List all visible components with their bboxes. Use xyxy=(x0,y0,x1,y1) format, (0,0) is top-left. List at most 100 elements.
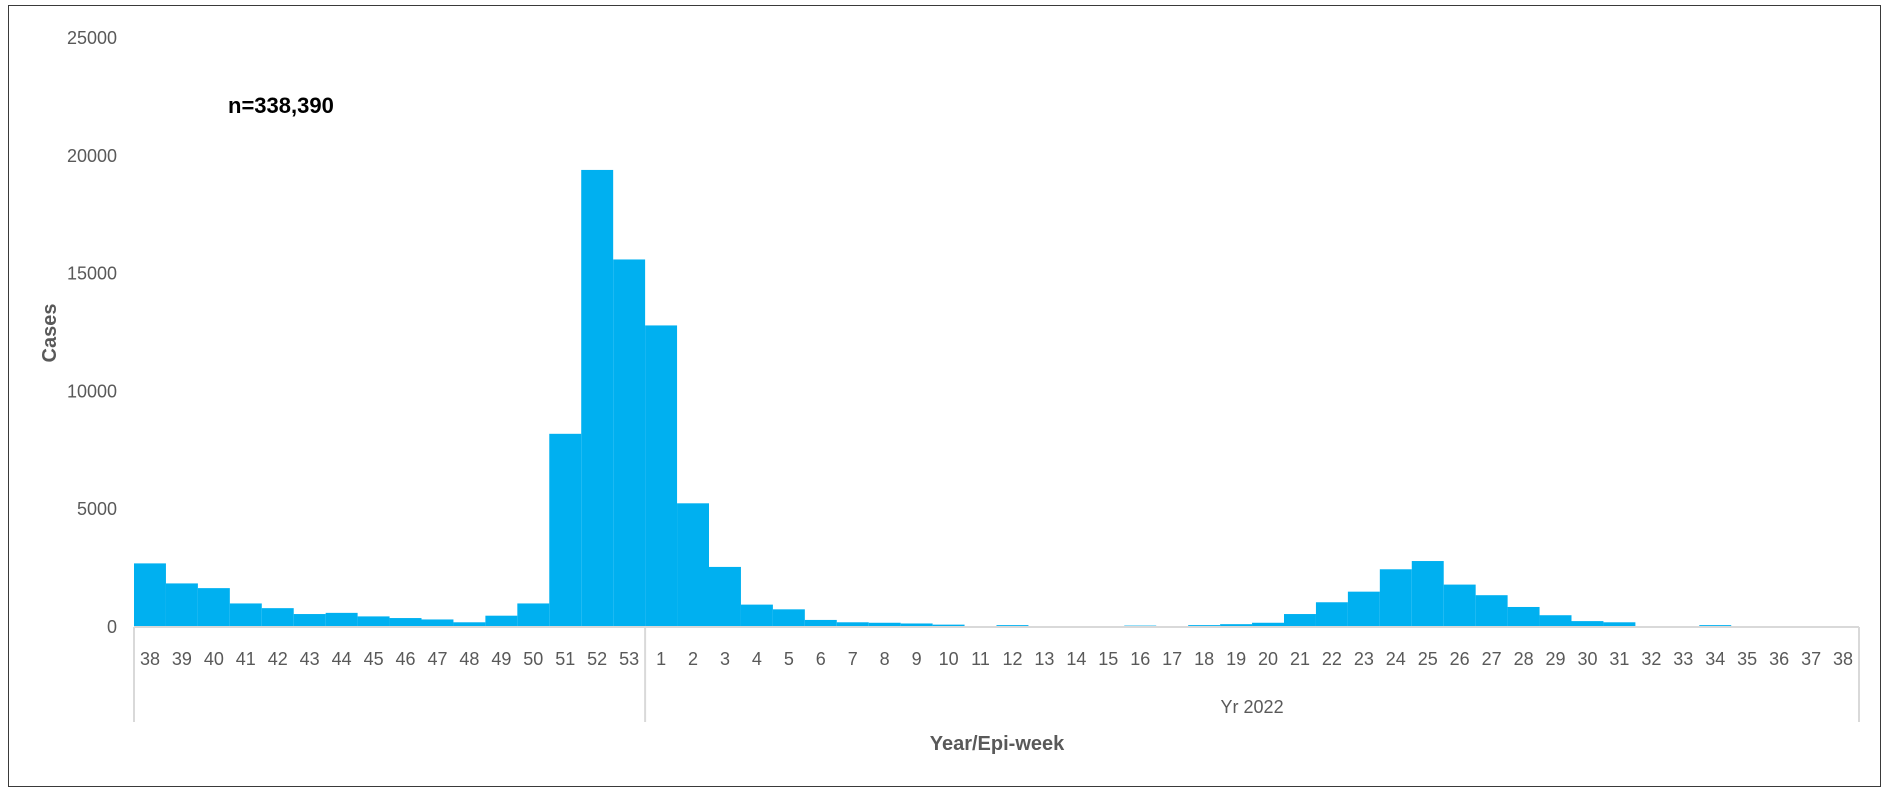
bar xyxy=(613,259,646,627)
bar xyxy=(1507,606,1540,627)
bar xyxy=(421,619,454,627)
x-tick-label: 48 xyxy=(459,649,479,669)
y-tick-label: 5000 xyxy=(77,499,117,519)
bar xyxy=(581,169,614,627)
bar xyxy=(645,325,678,627)
y-tick-label: 0 xyxy=(107,617,117,637)
bar xyxy=(1603,622,1636,627)
x-tick-label: 43 xyxy=(300,649,320,669)
x-tick-label: 24 xyxy=(1386,649,1406,669)
x-tick-label: 17 xyxy=(1162,649,1182,669)
x-tick-label: 52 xyxy=(587,649,607,669)
x-tick-label: 40 xyxy=(204,649,224,669)
x-tick-label: 23 xyxy=(1354,649,1374,669)
bar xyxy=(1284,614,1316,627)
bar xyxy=(1220,624,1253,627)
x-tick-label: 38 xyxy=(1833,649,1853,669)
x-axis-title: Year/Epi-week xyxy=(930,733,1065,755)
x-axis-ticks: 38 39 40 41 42 43 44 45 46 47 48 49 50 51 52 53 1 2 3 4 5 6 7 8… xyxy=(140,649,1853,669)
bar xyxy=(1475,595,1508,627)
x-tick-label: 28 xyxy=(1514,649,1534,669)
x-tick-label: 35 xyxy=(1737,649,1757,669)
bar xyxy=(772,609,805,627)
bar xyxy=(165,583,198,627)
bar xyxy=(1571,621,1604,627)
x-tick-label: 32 xyxy=(1641,649,1661,669)
bar xyxy=(900,623,933,627)
x-axis-groups: Yr 2022 xyxy=(133,627,1860,722)
x-tick-label: 4 xyxy=(752,649,762,669)
bar xyxy=(229,603,262,627)
x-tick-label: 31 xyxy=(1609,649,1629,669)
bar xyxy=(709,566,741,627)
bar xyxy=(804,619,837,627)
bar xyxy=(517,603,550,627)
x-tick-label: 26 xyxy=(1450,649,1470,669)
x-tick-label: 37 xyxy=(1801,649,1821,669)
x-tick-label: 22 xyxy=(1322,649,1342,669)
y-tick-label: 20000 xyxy=(67,146,117,166)
bar xyxy=(389,618,422,627)
x-tick-label: 38 xyxy=(140,649,160,669)
x-tick-label: 39 xyxy=(172,649,192,669)
x-tick-label: 16 xyxy=(1130,649,1150,669)
x-tick-label: 1 xyxy=(656,649,666,669)
x-tick-label: 7 xyxy=(848,649,858,669)
x-tick-label: 46 xyxy=(396,649,416,669)
x-tick-label: 29 xyxy=(1546,649,1566,669)
x-tick-label: 44 xyxy=(332,649,352,669)
x-tick-label: 45 xyxy=(364,649,384,669)
bars xyxy=(134,169,1859,627)
bar xyxy=(1539,615,1572,627)
group-label: Yr 2022 xyxy=(1221,697,1284,717)
bar xyxy=(1411,561,1444,627)
x-tick-label: 27 xyxy=(1482,649,1502,669)
x-tick-label: 34 xyxy=(1705,649,1725,669)
bar xyxy=(485,615,518,627)
x-tick-label: 53 xyxy=(619,649,639,669)
x-tick-label: 50 xyxy=(523,649,543,669)
x-tick-label: 25 xyxy=(1418,649,1438,669)
x-tick-label: 12 xyxy=(1002,649,1022,669)
bar xyxy=(740,604,773,627)
bar xyxy=(325,612,358,627)
x-tick-label: 9 xyxy=(912,649,922,669)
bar xyxy=(1347,591,1380,627)
x-tick-label: 13 xyxy=(1034,649,1054,669)
chart-frame xyxy=(8,5,1881,787)
x-tick-label: 41 xyxy=(236,649,256,669)
bar xyxy=(1443,584,1476,627)
x-tick-label: 11 xyxy=(971,649,990,669)
x-tick-label: 21 xyxy=(1290,649,1310,669)
x-tick-label: 51 xyxy=(555,649,575,669)
x-tick-label: 8 xyxy=(880,649,890,669)
bar xyxy=(677,503,709,627)
x-tick-label: 10 xyxy=(939,649,959,669)
x-tick-label: 33 xyxy=(1673,649,1693,669)
y-axis-ticks: 0 5000 10000 15000 20000 25000 xyxy=(67,28,117,637)
x-tick-label: 5 xyxy=(784,649,794,669)
x-tick-label: 19 xyxy=(1226,649,1246,669)
y-axis-title: Cases xyxy=(39,304,61,363)
x-tick-label: 18 xyxy=(1194,649,1214,669)
bar xyxy=(357,616,390,627)
x-tick-label: 49 xyxy=(491,649,511,669)
x-tick-label: 47 xyxy=(427,649,447,669)
bar xyxy=(549,433,582,627)
x-tick-label: 6 xyxy=(816,649,826,669)
y-tick-label: 15000 xyxy=(67,264,117,284)
x-tick-label: 3 xyxy=(720,649,730,669)
y-tick-label: 10000 xyxy=(67,381,117,401)
bar xyxy=(293,614,326,627)
x-tick-label: 15 xyxy=(1098,649,1118,669)
x-tick-label: 20 xyxy=(1258,649,1278,669)
x-tick-label: 42 xyxy=(268,649,288,669)
bar xyxy=(261,608,294,627)
x-tick-label: 36 xyxy=(1769,649,1789,669)
y-tick-label: 25000 xyxy=(67,28,117,48)
bar xyxy=(134,563,166,627)
bar xyxy=(836,622,869,627)
bar xyxy=(1315,602,1348,627)
bar xyxy=(1379,569,1412,627)
